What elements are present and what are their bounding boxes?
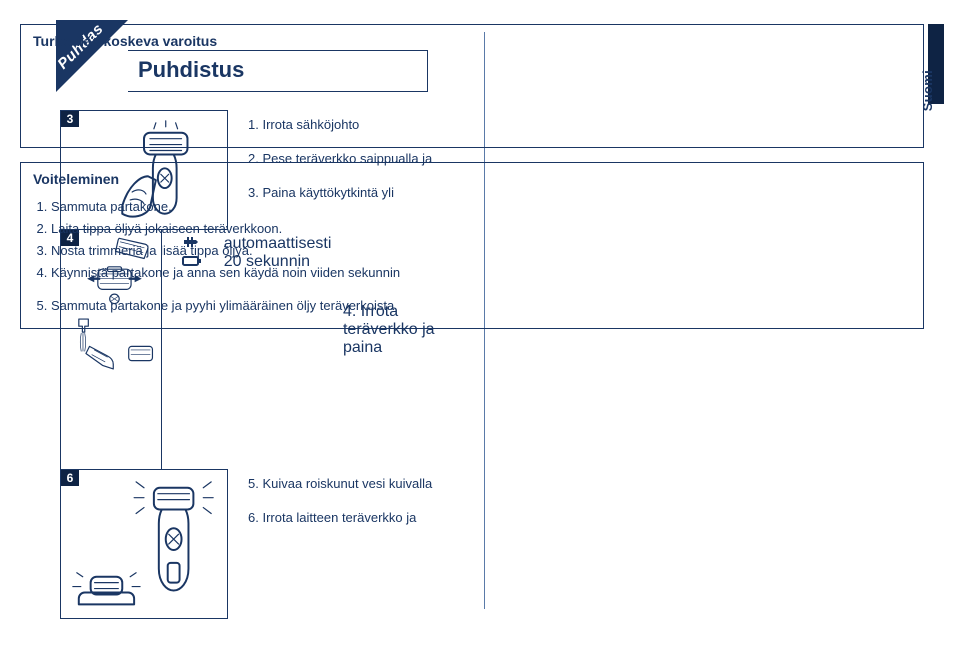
figure-6-illustration xyxy=(61,470,227,618)
right-column: Turbotilaa koskeva varoitus Voiteleminen… xyxy=(0,0,954,363)
lube-step-1: Sammuta partakone. xyxy=(51,197,911,217)
lubrication-title: Voiteleminen xyxy=(33,171,911,187)
figure-6: 6 xyxy=(60,469,228,619)
step-6-line: 6. Irrota laitteen teräverkko ja xyxy=(248,509,460,527)
lubrication-box: Voiteleminen Sammuta partakone. Laita ti… xyxy=(20,162,924,329)
figure-6-number: 6 xyxy=(61,470,79,486)
lubrication-list: Sammuta partakone. Laita tippa öljyä jok… xyxy=(33,197,911,316)
turbo-warning-title: Turbotilaa koskeva varoitus xyxy=(33,33,911,49)
step-6-text: 5. Kuivaa roiskunut vesi kuivalla 6. Irr… xyxy=(228,469,460,549)
lube-step-4: Käynnistä partakone ja anna sen käydä no… xyxy=(51,263,911,283)
lube-step-2: Laita tippa öljyä jokaiseen teräverkkoon… xyxy=(51,219,911,239)
step-5-line: 5. Kuivaa roiskunut vesi kuivalla xyxy=(248,475,460,493)
lube-step-3: Nosta trimmeriä ja lisää tippa öljyä. xyxy=(51,241,911,261)
lube-step-5: Sammuta partakone ja pyyhi ylimääräinen … xyxy=(51,296,911,316)
step-row-6: 6 xyxy=(60,469,460,618)
turbo-warning-box: Turbotilaa koskeva varoitus xyxy=(20,24,924,148)
